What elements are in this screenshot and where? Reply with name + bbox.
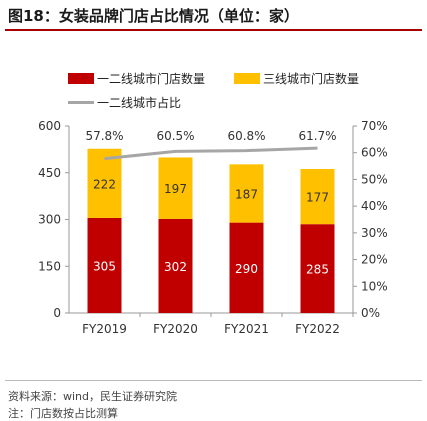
- bar-label-tier12: 285: [306, 263, 329, 277]
- legend-label-tier3: 三线城市门店数量: [263, 72, 360, 86]
- title-divider: [5, 29, 422, 31]
- bar-label-tier3: 197: [164, 182, 187, 196]
- y2-tick-label: 10%: [361, 279, 388, 293]
- x-tick-label: FY2019: [82, 322, 127, 336]
- y2-tick-label: 30%: [361, 226, 388, 240]
- bar-tier12: [158, 218, 193, 313]
- y-tick-label: 300: [38, 213, 61, 227]
- legend-item-tier3: 三线城市门店数量: [234, 70, 359, 87]
- bar-label-tier12: 305: [93, 259, 116, 273]
- legend-label-tier12: 一二线城市门店数量: [97, 72, 206, 86]
- y2-tick-label: 60%: [361, 146, 388, 160]
- bar-label-tier3: 222: [93, 177, 116, 191]
- y2-tick-label: 50%: [361, 172, 388, 186]
- footnote: 注：门店数按占比测算: [8, 407, 118, 420]
- y2-tick-label: 70%: [361, 119, 388, 133]
- x-tick-label: FY2022: [295, 322, 340, 336]
- ratio-line: [104, 146, 318, 161]
- y-tick-label: 600: [38, 119, 61, 133]
- bar-label-tier12: 302: [164, 260, 187, 274]
- legend-item-tier12: 一二线城市门店数量: [68, 70, 205, 87]
- y2-tick-label: 20%: [361, 253, 388, 267]
- footer-divider: [5, 380, 422, 381]
- chart-canvas: 0 150 300 450 600 0% 10% 20% 30% 40% 50% 60% 70% 305 2…: [38, 119, 388, 336]
- legend-swatch-ratio: [68, 101, 94, 104]
- ratio-label: 60.5%: [156, 129, 194, 143]
- x-tick-label: FY2020: [153, 322, 198, 336]
- x-tick-label: FY2021: [224, 322, 269, 336]
- y-tick-label: 0: [53, 306, 61, 320]
- legend-swatch-tier3: [234, 73, 260, 84]
- legend-label-ratio: 一二线城市占比: [97, 96, 182, 110]
- bar-tier3: [300, 169, 335, 225]
- legend-swatch-tier12: [68, 73, 94, 84]
- bar-tier12: [300, 224, 335, 313]
- bar-label-tier3: 187: [235, 187, 258, 201]
- ratio-label: 57.8%: [85, 129, 123, 143]
- y2-tick-label: 0%: [361, 306, 380, 320]
- ratio-label: 61.7%: [298, 129, 336, 143]
- bar-tier3: [158, 157, 193, 219]
- bar-tier12: [229, 222, 264, 313]
- ratio-label: 60.8%: [227, 129, 265, 143]
- bar-tier3: [87, 148, 122, 218]
- bar-label-tier3: 177: [306, 191, 329, 205]
- y-tick-label: 450: [38, 166, 61, 180]
- bar-tier12: [87, 217, 122, 313]
- y2-tick-label: 40%: [361, 199, 388, 213]
- source-note: 资料来源：wind，民生证券研究院: [8, 390, 178, 403]
- bar-tier3: [229, 164, 264, 223]
- y-tick-label: 150: [38, 259, 61, 273]
- legend-item-ratio: 一二线城市占比: [68, 94, 181, 111]
- chart-title: 图18：女装品牌门店占比情况（单位：家）: [8, 7, 299, 25]
- bar-label-tier12: 290: [235, 262, 258, 276]
